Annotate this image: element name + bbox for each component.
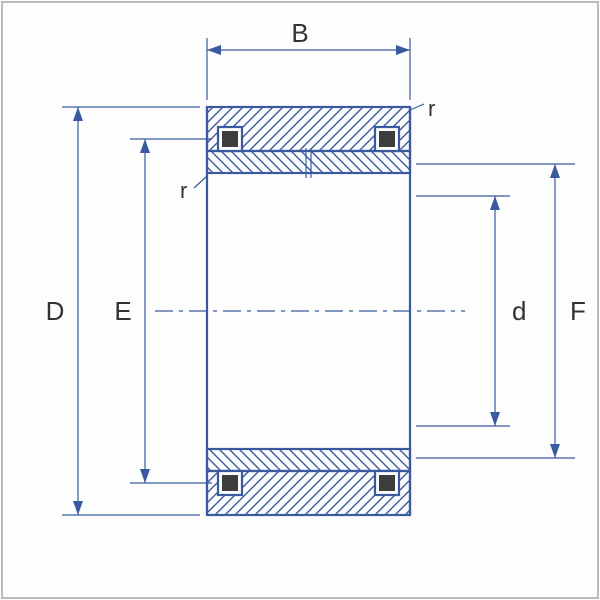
roller-bottom-left <box>222 475 238 491</box>
inner-ring-top-hatch <box>207 151 410 173</box>
roller-top-left <box>222 131 238 147</box>
inner-ring-bottom-hatch <box>207 449 410 471</box>
dim-label-E: E <box>114 296 131 326</box>
roller-top-right <box>379 131 395 147</box>
bearing-cross-section: B D E d F r r <box>0 0 600 600</box>
dim-label-D: D <box>46 296 65 326</box>
dim-label-B: B <box>291 18 308 48</box>
roller-bottom-right <box>379 475 395 491</box>
label-r-top: r <box>428 96 435 121</box>
dim-label-F: F <box>570 296 586 326</box>
bearing-body <box>155 107 465 515</box>
dim-label-d: d <box>512 296 526 326</box>
dimensions: B D E d F r r <box>46 18 586 515</box>
label-r-inner: r <box>180 178 187 203</box>
